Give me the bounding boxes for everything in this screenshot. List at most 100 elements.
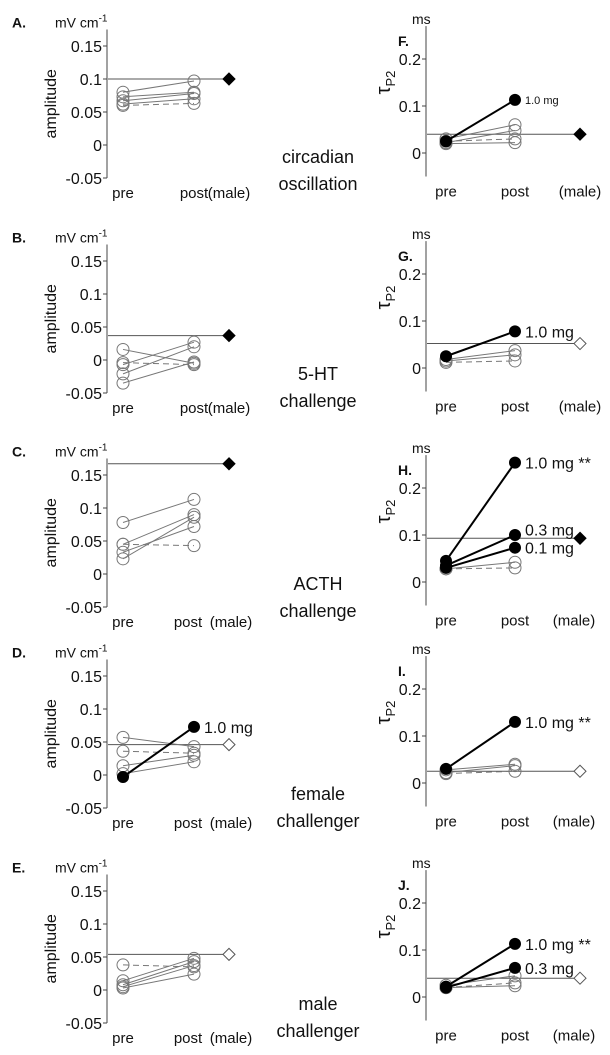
dose-label: 1.0 mg ** [525,937,591,954]
post-marker [509,93,521,106]
x-tick-label: post [174,815,203,832]
y-tick-label: 0.1 [80,917,102,934]
pre-marker [116,958,130,972]
y-axis-label: τP2 [373,701,398,725]
subject-line [122,514,195,545]
y-tick-label: 0 [93,768,102,785]
subject-line [445,330,516,358]
y-tick-label: -0.05 [66,386,103,403]
post-marker [509,937,521,950]
y-axis-label: τP2 [373,71,398,95]
panel-c: C. mV cm-1 0.15 0.1 0.05 0 -0.05 amplitude pre po… [12,443,252,632]
male-diamond-marker [573,764,587,778]
unit-label: ms [412,855,431,871]
unit-label: ms [412,226,431,242]
y-tick-label: 0 [412,361,421,378]
y-tick-label: 0.1 [399,729,421,746]
y-tick-label: 0.05 [71,105,102,122]
post-marker [509,715,521,728]
pre-marker [116,981,130,995]
male-diamond-marker [222,328,236,343]
unit-text: ms [412,440,431,456]
panel-letter: J. [398,877,410,893]
y-label-text: τ [373,301,395,309]
row-label: female [291,784,345,804]
post-marker [187,740,201,754]
x-tick-label: post [501,184,530,201]
subject-line [122,973,195,989]
y-tick-label: 0.1 [399,528,421,545]
x-tick-label: pre [112,815,134,832]
x-tick-label: (male) [559,399,602,416]
panel-letter: E. [12,860,25,876]
subject-line [122,736,195,748]
subject-line [445,943,516,988]
post-marker [187,510,201,524]
panel-letter: C. [12,444,26,460]
pre-marker [116,545,130,559]
unit-text: mV cm [55,15,99,31]
x-tick-label: post [174,1030,203,1047]
y-tick-label: 0.15 [71,884,102,901]
unit-superscript: -1 [99,229,108,240]
post-marker [508,348,522,362]
unit-label: mV cm-1 [55,644,108,661]
x-tick-label: pre [435,814,457,831]
y-tick-label: 0.2 [399,682,421,699]
unit-text: mV cm [55,230,99,246]
row-label: challenger [276,1021,359,1041]
unit-label: mV cm-1 [55,859,108,876]
row-label: oscillation [278,174,357,194]
y-tick-label: -0.05 [66,600,103,617]
dose-label: 1.0 mg [525,324,574,341]
y-label-text: amplitude [43,914,60,983]
x-tick-label: (male) [559,184,602,201]
x-tick-label: (male) [210,614,253,631]
y-tick-label: 0.1 [80,72,102,89]
unit-text: mV cm [55,860,99,876]
panel-letter: G. [398,248,413,264]
post-marker [508,561,522,575]
row-label: male [298,994,337,1014]
dose-label: 1.0 mg ** [525,715,591,732]
post-marker [187,539,201,553]
dose-label: 1.0 mg ** [525,456,591,473]
subject-line [445,721,516,770]
subject-line [122,361,195,384]
male-diamond-marker [573,971,587,985]
pre-marker [116,552,130,566]
panel-b: B. mV cm-1 0.15 0.1 0.05 0 -0.05 amplitude pre po… [12,229,250,418]
subject-line [122,516,195,560]
post-marker [188,720,200,733]
panel-letter: H. [398,462,412,478]
male-diamond-marker [222,72,236,86]
unit-text: ms [412,641,431,657]
x-tick-label: post [501,399,530,416]
subject-line [445,360,516,363]
post-marker [187,748,201,762]
pre-marker [116,376,130,390]
y-tick-label: 0 [412,146,421,163]
pre-marker [117,770,129,783]
unit-text: ms [412,855,431,871]
pre-marker [440,135,452,148]
subject-line [122,341,195,366]
pre-marker [440,762,452,775]
subject-line [445,985,516,989]
y-label-subscript: P2 [383,71,398,87]
post-marker [187,492,201,506]
subject-line [445,534,516,567]
x-tick-label: pre [112,185,134,202]
panel-i: I. ms 0.2 0.1 0 τP2 pre post (male) 1.0 mg ** [373,641,595,830]
post-marker [187,92,201,106]
x-tick-label: pre [112,400,134,417]
x-tick-label: post [174,614,203,631]
post-marker [508,354,522,368]
subject-line [122,754,195,767]
subject-line [445,770,516,775]
x-tick-label: (male) [553,1028,596,1045]
post-marker [187,955,201,969]
row-label: challenge [279,601,356,621]
post-marker [187,959,201,973]
